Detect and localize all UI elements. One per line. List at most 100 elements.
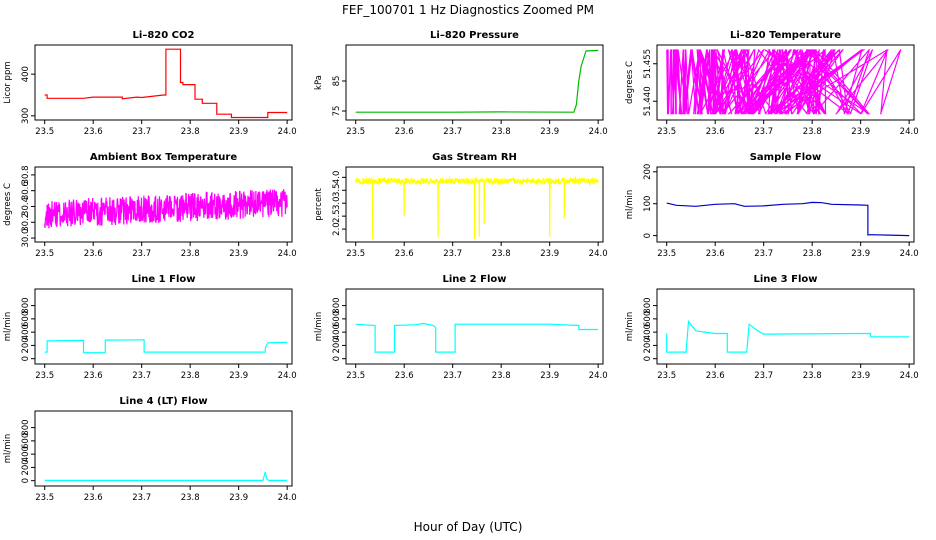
y-tick-label: 400 bbox=[21, 446, 31, 462]
series-line-1 bbox=[44, 339, 288, 354]
y-tick-label: 800 bbox=[332, 297, 342, 313]
series-line-1 bbox=[666, 201, 910, 237]
panel-title: Li–820 CO2 bbox=[133, 30, 195, 41]
panel-title: Li–820 Pressure bbox=[430, 30, 519, 41]
series-group bbox=[44, 48, 288, 119]
panel-title: Line 2 Flow bbox=[443, 274, 507, 285]
x-tick-label: 23.8 bbox=[492, 127, 511, 137]
x-tick-label: 23.9 bbox=[851, 249, 870, 259]
y-axis: 30.030.230.430.630.8 bbox=[21, 165, 35, 248]
y-axis-label: ml/min bbox=[3, 312, 13, 342]
x-tick-label: 23.8 bbox=[181, 127, 200, 137]
series-group bbox=[44, 339, 288, 354]
x-tick-label: 24.0 bbox=[278, 371, 297, 381]
panel-5: Gas Stream RH 23.5 23.6 23.7 23.8 23.9 24.0 2.0… bbox=[314, 152, 608, 259]
x-tick-label: 23.9 bbox=[229, 371, 248, 381]
y-tick-label: 30.6 bbox=[21, 181, 31, 200]
y-tick-label: 0 bbox=[332, 356, 342, 361]
plot-frame bbox=[34, 166, 293, 243]
x-tick-label: 23.5 bbox=[35, 493, 54, 503]
plot-frame bbox=[345, 288, 604, 365]
panel-3: Li–820 Temperature 23.5 23.6 23.7 23.8 23.9 24… bbox=[625, 30, 919, 137]
x-tick-label: 23.5 bbox=[35, 371, 54, 381]
y-tick-label: 800 bbox=[21, 297, 31, 313]
series-group bbox=[44, 189, 288, 229]
y-tick-label: 30.8 bbox=[21, 165, 31, 184]
y-axis-label: degrees C bbox=[625, 61, 635, 104]
x-tick-label: 23.5 bbox=[657, 249, 676, 259]
panel-title: Sample Flow bbox=[750, 152, 822, 163]
x-axis: 23.5 23.6 23.7 23.8 23.9 24.0 bbox=[35, 242, 297, 259]
x-tick-label: 24.0 bbox=[278, 127, 297, 137]
x-tick-label: 23.8 bbox=[803, 371, 822, 381]
panels: Li–820 CO2 23.5 23.6 23.7 23.8 23.9 24.0 300 400… bbox=[3, 30, 919, 503]
y-axis: 2.02.53.03.54.0 bbox=[332, 171, 346, 236]
x-axis: 23.5 23.6 23.7 23.8 23.9 24.0 bbox=[346, 120, 608, 137]
x-tick-label: 23.9 bbox=[540, 249, 559, 259]
y-tick-label: 200 bbox=[21, 337, 31, 353]
y-tick-label: 800 bbox=[643, 297, 653, 313]
x-tick-label: 24.0 bbox=[278, 493, 297, 503]
x-tick-label: 23.7 bbox=[443, 127, 462, 137]
x-tick-label: 23.6 bbox=[84, 371, 103, 381]
figure-xlabel: Hour of Day (UTC) bbox=[414, 520, 523, 534]
x-tick-label: 23.6 bbox=[395, 127, 414, 137]
panel-7: Line 1 Flow 23.5 23.6 23.7 23.8 23.9 24.0 0 2004… bbox=[3, 274, 297, 381]
panel-9: Line 3 Flow 23.5 23.6 23.7 23.8 23.9 24.0 0 2004… bbox=[625, 274, 919, 381]
x-tick-label: 23.6 bbox=[395, 249, 414, 259]
x-tick-label: 23.5 bbox=[35, 249, 54, 259]
x-tick-label: 23.8 bbox=[181, 371, 200, 381]
plot-frame bbox=[34, 410, 293, 487]
y-tick-label: 0 bbox=[643, 356, 653, 361]
x-tick-label: 23.5 bbox=[657, 371, 676, 381]
x-tick-label: 24.0 bbox=[900, 371, 919, 381]
x-tick-label: 23.8 bbox=[803, 127, 822, 137]
y-tick-label: 400 bbox=[332, 324, 342, 340]
y-axis-label: Licor ppm bbox=[3, 61, 13, 103]
series-line-1 bbox=[355, 49, 599, 113]
y-tick-label: 0 bbox=[643, 233, 653, 238]
y-axis: 51.440 51.455 bbox=[643, 49, 657, 116]
x-tick-label: 23.5 bbox=[346, 127, 365, 137]
series-line-1 bbox=[44, 48, 288, 119]
x-tick-label: 23.7 bbox=[443, 249, 462, 259]
x-tick-label: 23.6 bbox=[706, 127, 725, 137]
x-tick-label: 23.9 bbox=[540, 371, 559, 381]
panel-8: Line 2 Flow 23.5 23.6 23.7 23.8 23.9 24.0 0 2004… bbox=[314, 274, 608, 381]
plot-frame bbox=[345, 166, 604, 243]
x-tick-label: 23.7 bbox=[754, 127, 773, 137]
x-axis: 23.5 23.6 23.7 23.8 23.9 24.0 bbox=[346, 364, 608, 381]
x-tick-label: 23.9 bbox=[851, 127, 870, 137]
x-tick-label: 23.6 bbox=[706, 371, 725, 381]
x-tick-label: 23.6 bbox=[84, 249, 103, 259]
series-line-1 bbox=[355, 175, 599, 240]
x-axis: 23.5 23.6 23.7 23.8 23.9 24.0 bbox=[35, 120, 297, 137]
y-axis-label: ml/min bbox=[314, 312, 324, 342]
y-axis-label: kPa bbox=[314, 75, 324, 90]
x-axis: 23.5 23.6 23.7 23.8 23.9 24.0 bbox=[346, 242, 608, 259]
y-tick-label: 75 bbox=[332, 106, 342, 117]
panel-title: Line 3 Flow bbox=[754, 274, 818, 285]
y-axis-label: ml/min bbox=[625, 312, 635, 342]
y-tick-label: 800 bbox=[21, 419, 31, 435]
x-tick-label: 23.7 bbox=[754, 249, 773, 259]
panel-title: Gas Stream RH bbox=[432, 152, 517, 163]
series-line-1 bbox=[666, 49, 902, 115]
y-tick-label: 2.0 bbox=[332, 222, 342, 236]
y-tick-label: 30.4 bbox=[21, 197, 31, 216]
series-line-1 bbox=[44, 471, 288, 481]
x-tick-label: 23.5 bbox=[346, 249, 365, 259]
y-tick-label: 300 bbox=[21, 108, 31, 124]
y-axis-label: ml/min bbox=[625, 190, 635, 220]
y-axis: 75 85 bbox=[332, 76, 346, 117]
panel-2: Li–820 Pressure 23.5 23.6 23.7 23.8 23.9 24.0 7… bbox=[314, 30, 608, 137]
y-tick-label: 600 bbox=[643, 311, 653, 327]
x-tick-label: 23.9 bbox=[229, 127, 248, 137]
x-tick-label: 23.6 bbox=[395, 371, 414, 381]
x-tick-label: 23.8 bbox=[492, 371, 511, 381]
plot-frame bbox=[656, 44, 915, 121]
